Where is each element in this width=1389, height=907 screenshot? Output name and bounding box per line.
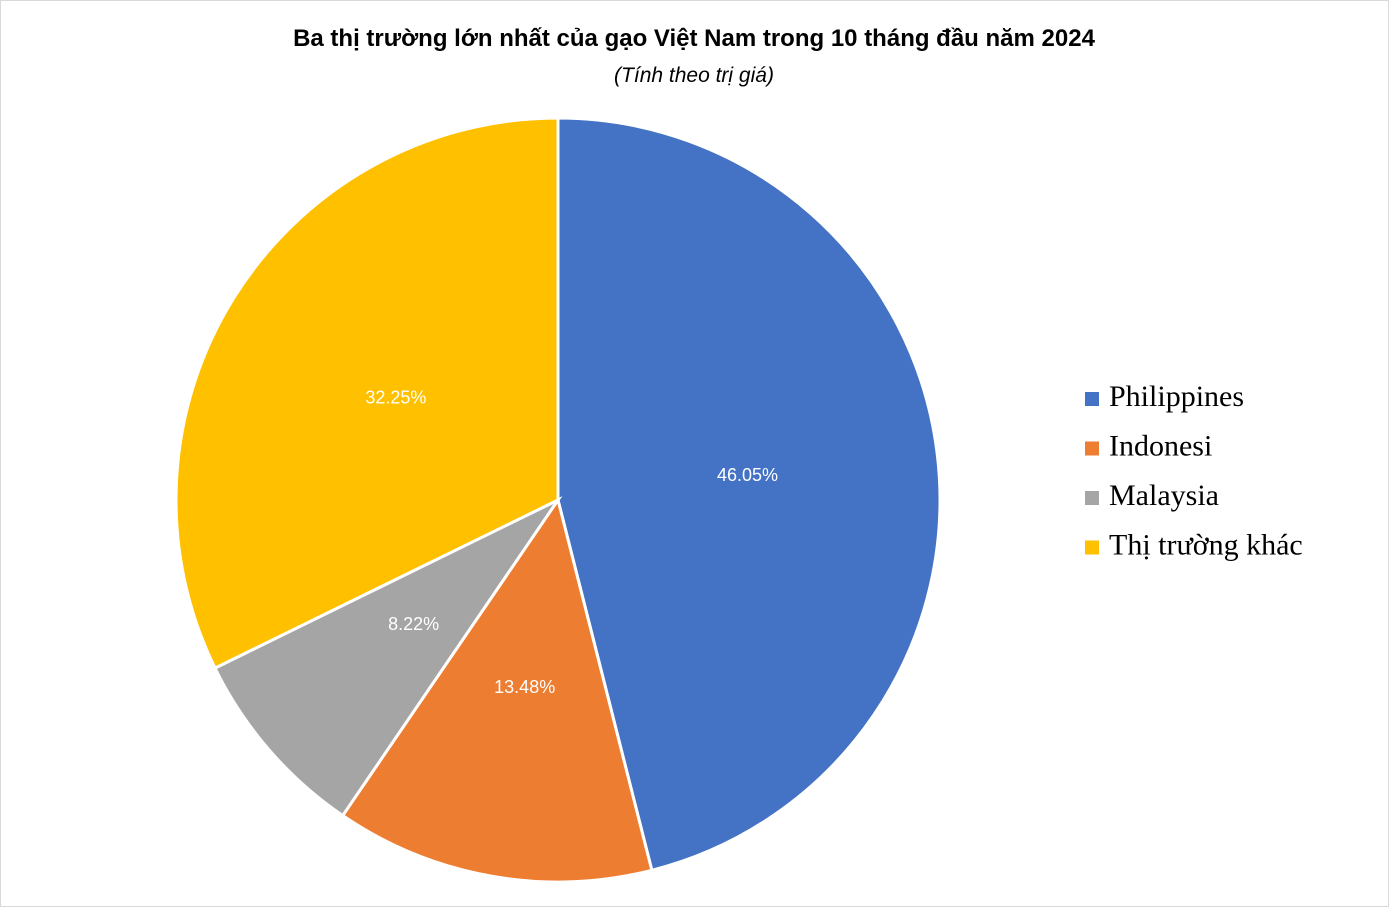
pie-slice [212,496,563,818]
chart-title: Ba thị trường lớn nhất của gạo Việt Nam … [293,25,1096,52]
pie-slice [174,116,560,671]
value-label: 8.22% [388,614,439,634]
legend-swatch [1085,491,1099,505]
legend-swatch [1085,540,1099,555]
pie-slice [556,116,942,873]
legend-label: Philippines [1109,380,1244,413]
legend-swatch [1085,441,1099,456]
value-label: 13.48% [494,677,555,697]
value-label: 32.25% [365,388,426,408]
pie-slice [340,496,654,884]
value-label: 46.05% [717,465,778,485]
legend-swatch [1085,392,1099,406]
chart-subtitle: (Tính theo trị giá) [614,64,774,87]
legend-label: Malaysia [1109,479,1219,512]
legend-label: Indonesi [1109,429,1212,462]
legend-label: Thị trường khác [1109,528,1303,561]
